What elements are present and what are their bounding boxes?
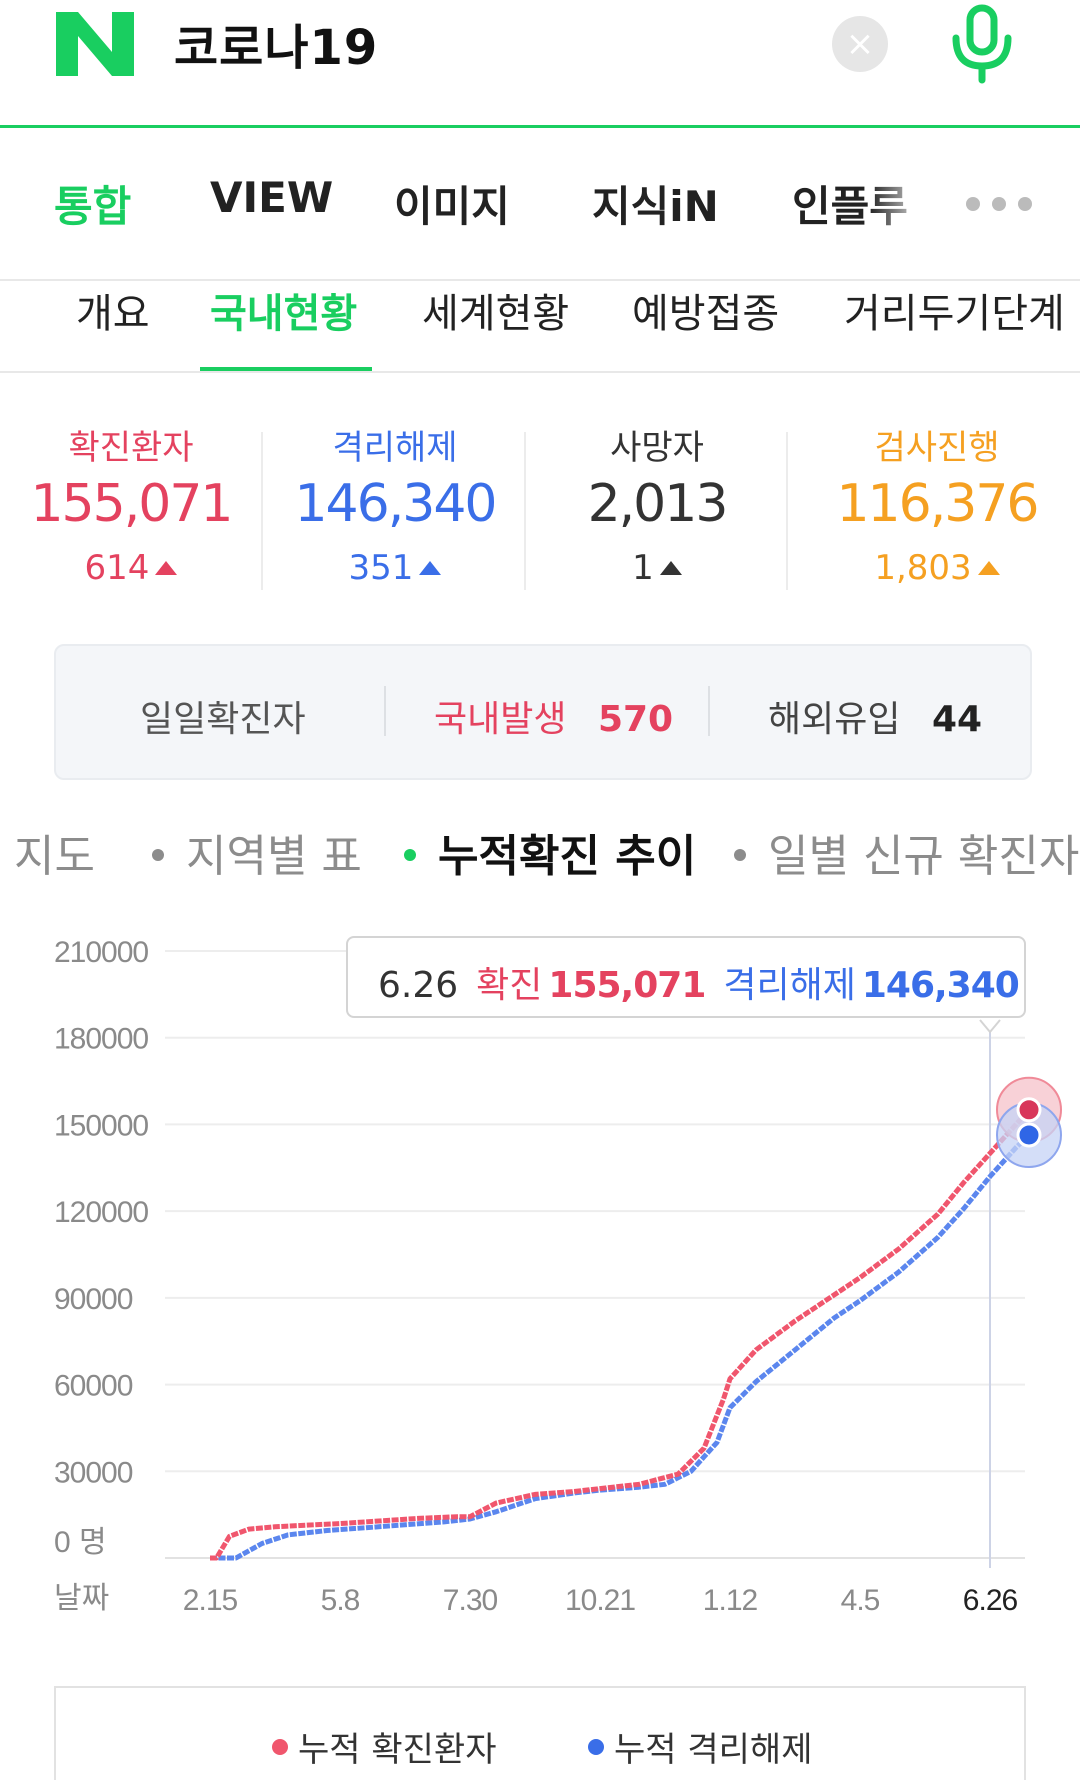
y-unit-label: 0 명 (54, 1526, 107, 1559)
tab-influencer[interactable]: 인플루 (792, 182, 908, 231)
stat-delta: 614 (0, 548, 262, 588)
cumulative-chart[interactable]: 210000 180000 150000 120000 90000 60000 30000 0… (0, 920, 1080, 1620)
x-unit-label: 날짜 (54, 1582, 109, 1615)
tooltip-confirmed-label: 확진 (476, 965, 543, 1006)
stat-label: 격리해제 (332, 428, 458, 468)
up-triangle-icon (155, 561, 178, 575)
subtab-domestic[interactable]: 국내현황 (210, 291, 358, 337)
x-tick-label: 10.21 (565, 1584, 635, 1617)
stat-delta: 351 (264, 548, 526, 588)
chart-tab-daily-new[interactable]: 일별 신규 확진자 (734, 820, 1079, 884)
divider (708, 686, 710, 736)
x-tick-label: 7.30 (443, 1584, 498, 1617)
microphone-icon[interactable] (948, 4, 1016, 84)
stat-delta: 1,803 (806, 548, 1068, 588)
up-triangle-icon (659, 561, 682, 575)
divider (786, 432, 788, 590)
released-series-line (210, 1133, 1031, 1561)
sub-tab-bar: 개요 국내현황 세계현황 예방접종 거리두기단계 (0, 281, 1080, 373)
confirmed-series-line (210, 1108, 1031, 1561)
legend-dot (272, 1739, 288, 1755)
subtab-distancing[interactable]: 거리두기단계 (844, 291, 1065, 337)
x-tick-label: 1.12 (703, 1584, 758, 1617)
clear-icon[interactable]: × (832, 16, 888, 72)
divider (524, 432, 526, 590)
daily-label: 일일확진자 (140, 699, 306, 740)
daily-domestic: 국내발생 570 (434, 699, 674, 740)
y-tick-label: 90000 (54, 1283, 133, 1316)
legend-confirmed[interactable]: 누적 확진환자 (272, 1722, 497, 1771)
stat-testing: 검사진행 116,376 1,803 (806, 420, 1068, 588)
stat-label: 검사진행 (874, 428, 1000, 468)
tab-view[interactable]: VIEW (210, 173, 334, 222)
stat-deaths: 사망자 2,013 1 (526, 420, 788, 588)
legend-released[interactable]: 누적 격리해제 (588, 1722, 813, 1771)
tab-images[interactable]: 이미지 (394, 182, 510, 231)
legend-dot (588, 1739, 604, 1755)
y-tick-label: 120000 (54, 1196, 148, 1229)
naver-logo[interactable] (56, 12, 134, 76)
main-tab-bar: 통합 VIEW 이미지 지식iN 인플루 (0, 131, 1080, 281)
active-tab-indicator (200, 367, 372, 371)
divider (261, 432, 263, 590)
daily-confirmed-box: 일일확진자 국내발생 570 해외유입 44 (54, 644, 1032, 780)
chart-tab-cumulative-trend[interactable]: 누적확진 추이 (404, 820, 696, 884)
stat-delta: 1 (526, 548, 788, 588)
y-tick-label: 60000 (54, 1370, 133, 1403)
up-triangle-icon (977, 561, 1000, 575)
search-bar: 코로나19 × (0, 0, 1080, 128)
x-tick-label: 4.5 (841, 1584, 880, 1617)
tab-integrated[interactable]: 통합 (54, 182, 132, 231)
y-tick-label: 180000 (54, 1023, 148, 1056)
stat-value: 116,376 (836, 474, 1039, 534)
confirmed-last-point (1016, 1097, 1042, 1123)
chart-legend: 누적 확진환자 누적 격리해제 (54, 1686, 1026, 1780)
stat-released: 격리해제 146,340 351 (264, 420, 526, 588)
chart-tab-map[interactable]: 지도 (14, 831, 95, 882)
more-tabs-icon[interactable] (966, 197, 1032, 211)
y-tick-label: 150000 (54, 1109, 148, 1142)
stat-value: 2,013 (587, 474, 729, 534)
up-triangle-icon (419, 561, 442, 575)
tooltip-pointer (979, 1019, 1001, 1034)
tooltip-date: 6.26 (378, 965, 459, 1006)
tooltip-confirmed-value: 155,071 (548, 965, 706, 1006)
released-last-point (1016, 1122, 1042, 1148)
y-tick-label: 210000 (54, 936, 148, 969)
x-tick-label: 2.15 (183, 1584, 238, 1617)
chart-tooltip: 6.26 확진 155,071 격리해제 146,340 (346, 936, 1026, 1018)
stat-label: 확진환자 (68, 428, 194, 468)
tooltip-released-value: 146,340 (861, 965, 1020, 1006)
stats-summary: 확진환자 155,071 614 격리해제 146,340 351 사망자 2,… (0, 420, 1080, 600)
chart-tab-region-table[interactable]: 지역별 표 (152, 820, 362, 884)
subtab-world[interactable]: 세계현황 (422, 291, 570, 337)
x-tick-label: 6.26 (963, 1584, 1018, 1617)
stat-value: 146,340 (294, 474, 497, 534)
tab-knowledge-in[interactable]: 지식iN (592, 182, 719, 231)
stat-confirmed: 확진환자 155,071 614 (0, 420, 262, 588)
stat-label: 사망자 (610, 428, 704, 468)
search-input[interactable]: 코로나19 (174, 20, 379, 76)
chart-tab-bar: 지도 지역별 표 누적확진 추이 일별 신규 확진자 (0, 820, 1080, 890)
daily-overseas: 해외유입 44 (768, 699, 983, 740)
subtab-vaccination[interactable]: 예방접종 (632, 291, 780, 337)
stat-value: 155,071 (30, 474, 233, 534)
divider (384, 686, 386, 736)
tooltip-released-label: 격리해제 (723, 965, 856, 1006)
subtab-overview[interactable]: 개요 (76, 291, 150, 337)
x-tick-label: 5.8 (321, 1584, 360, 1617)
y-tick-label: 30000 (54, 1456, 133, 1489)
